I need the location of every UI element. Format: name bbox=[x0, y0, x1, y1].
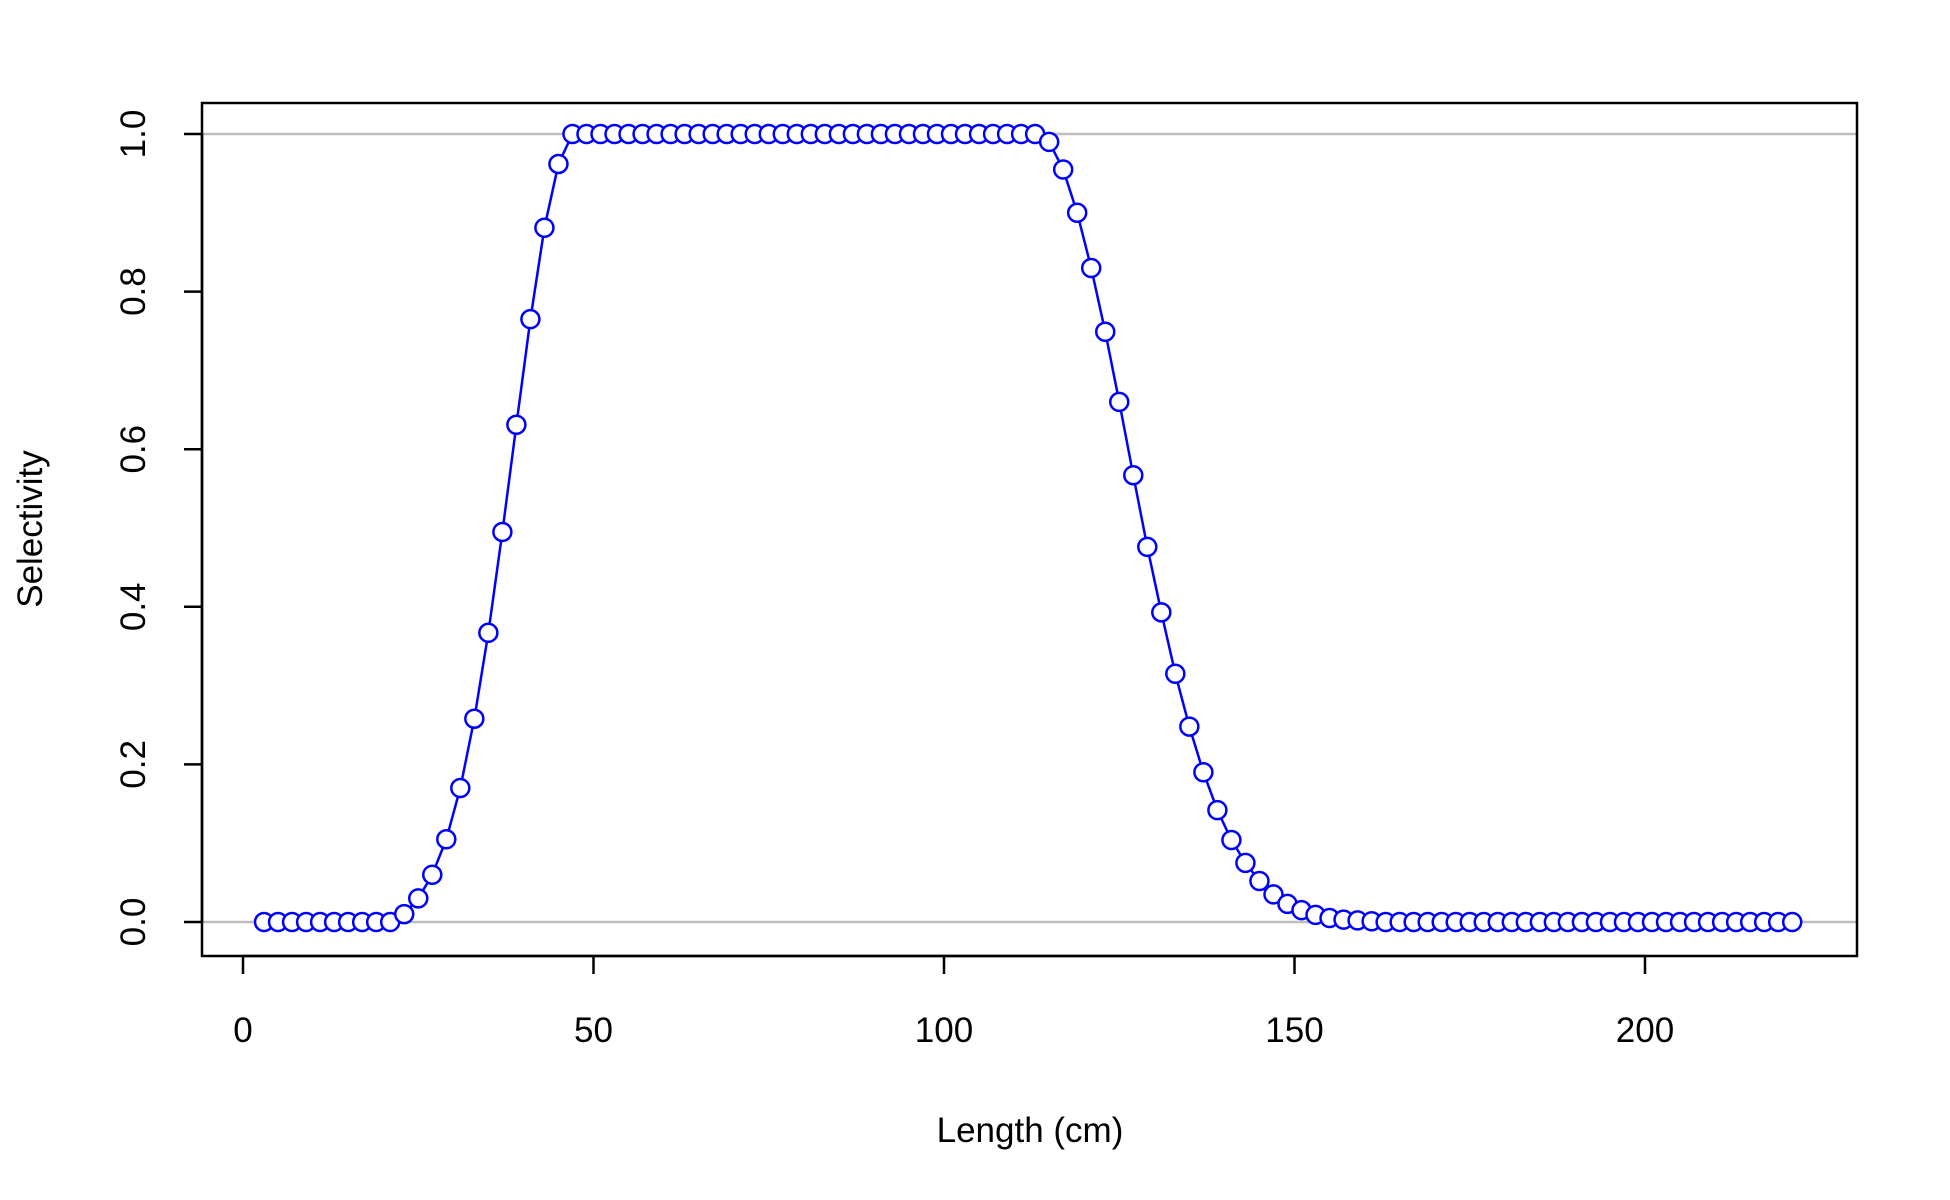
data-point bbox=[1094, 321, 1116, 343]
data-point bbox=[1080, 257, 1102, 279]
data-point bbox=[506, 414, 527, 436]
data-point bbox=[436, 829, 457, 850]
data-point bbox=[492, 521, 513, 543]
y-tick-label: 0.2 bbox=[114, 740, 153, 789]
y-tick-label: 0.0 bbox=[114, 898, 153, 947]
series-layer bbox=[253, 123, 1803, 933]
data-point bbox=[1249, 870, 1270, 892]
x-tick-label: 100 bbox=[915, 1011, 973, 1050]
x-axis: 0 50 100 150 200 bbox=[233, 954, 1674, 1050]
x-tick-label: 200 bbox=[1616, 1011, 1674, 1050]
data-point bbox=[1193, 762, 1214, 783]
data-point bbox=[548, 153, 569, 175]
y-tick-label: 1.0 bbox=[114, 110, 153, 159]
data-point bbox=[534, 217, 555, 239]
data-point bbox=[1151, 602, 1172, 623]
data-point bbox=[1123, 464, 1144, 486]
data-point bbox=[464, 708, 485, 729]
data-point bbox=[1137, 536, 1158, 558]
data-point bbox=[422, 864, 443, 885]
data-point bbox=[478, 622, 499, 644]
data-point bbox=[520, 308, 541, 330]
data-point bbox=[450, 777, 471, 799]
data-point bbox=[1038, 131, 1060, 153]
data-point bbox=[1165, 663, 1186, 685]
y-tick-label: 0.8 bbox=[114, 267, 153, 316]
data-point bbox=[1221, 829, 1242, 851]
reference-lines bbox=[202, 132, 1857, 924]
y-axis: 0.0 0.2 0.4 0.6 0.8 1.0 bbox=[114, 110, 204, 947]
data-point bbox=[1781, 911, 1803, 933]
data-point bbox=[1207, 799, 1228, 821]
x-tick-label: 150 bbox=[1265, 1011, 1323, 1050]
data-point bbox=[1235, 852, 1256, 874]
data-point bbox=[1109, 391, 1130, 413]
x-tick-label: 0 bbox=[233, 1011, 252, 1050]
data-point bbox=[1052, 159, 1074, 180]
data-point bbox=[1066, 202, 1088, 224]
data-point bbox=[1179, 716, 1200, 737]
x-tick-label: 50 bbox=[574, 1011, 613, 1050]
data-point bbox=[1263, 884, 1284, 905]
y-axis-title: Selectivity bbox=[11, 450, 50, 608]
data-point bbox=[408, 888, 429, 909]
x-axis-title: Length (cm) bbox=[937, 1111, 1124, 1150]
y-tick-label: 0.6 bbox=[114, 425, 153, 474]
y-tick-label: 0.4 bbox=[114, 582, 153, 631]
data-point bbox=[393, 903, 415, 925]
